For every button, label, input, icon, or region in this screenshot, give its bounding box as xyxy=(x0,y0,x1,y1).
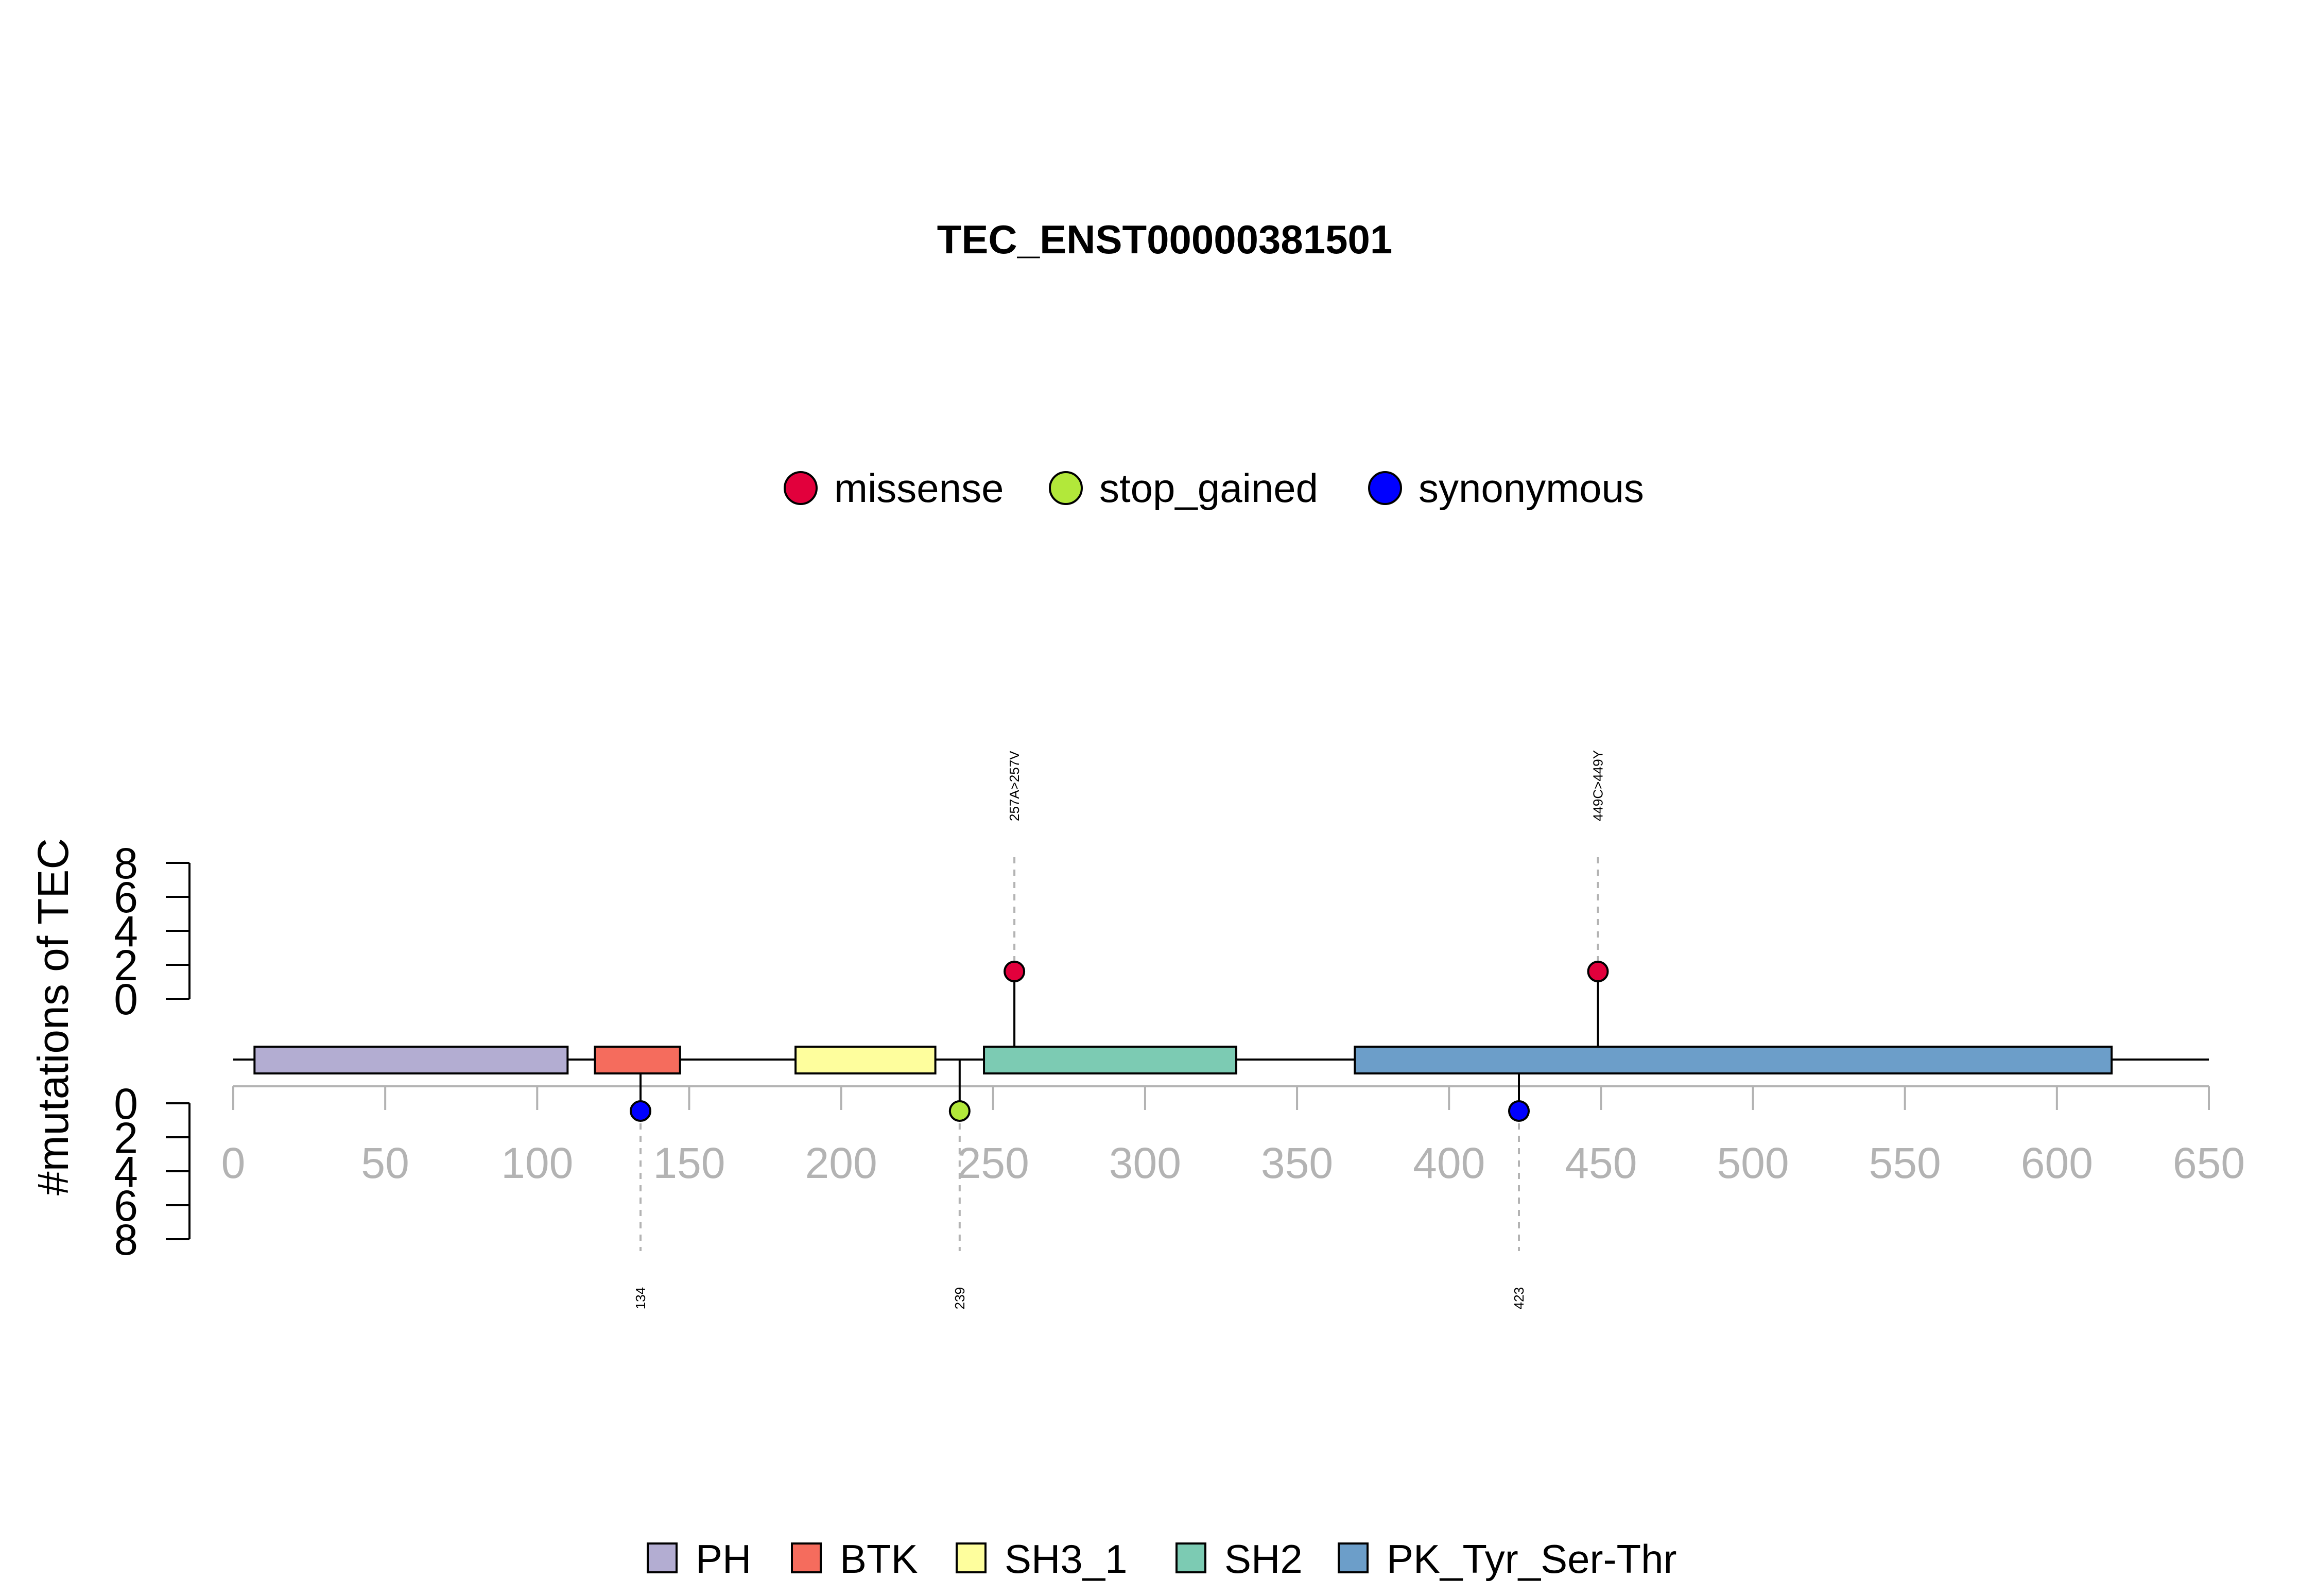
domain-legend-label: PK_Tyr_Ser-Thr xyxy=(1387,1536,1676,1582)
domain-legend-swatch xyxy=(791,1542,822,1573)
legend-label-stop-gained: stop_gained xyxy=(1099,465,1318,511)
y-axis-label-group: #mutations of TEC xyxy=(29,838,77,1195)
mutation-label: 423 xyxy=(1511,1287,1527,1309)
mutation-label: 239 xyxy=(952,1287,967,1309)
domain-legend-swatch xyxy=(647,1542,678,1573)
mutation-label: 134 xyxy=(633,1287,648,1309)
legend-label-missense: missense xyxy=(834,465,1004,511)
y-bottom-tick-label: 6 xyxy=(114,1182,138,1230)
x-axis: 0 50 100 150 200 250 300 350 400 450 500 550 600 650 xyxy=(221,1085,2245,1187)
mutation-heads xyxy=(630,961,1609,1122)
y-bottom-tick-label: 2 xyxy=(114,1114,138,1162)
legend-label-synonymous: synonymous xyxy=(1419,465,1644,511)
y-bottom-tick-label: 0 xyxy=(114,1080,138,1128)
x-tick-label: 400 xyxy=(1413,1139,1485,1187)
domain-pk-tyr-ser-thr xyxy=(1354,1046,2113,1074)
mutation-point-synonymous xyxy=(1508,1100,1530,1122)
domain-sh2 xyxy=(983,1046,1238,1074)
x-tick-label: 600 xyxy=(2021,1139,2093,1187)
protein-domains xyxy=(253,1046,2113,1074)
domain-legend-swatch xyxy=(1338,1542,1369,1573)
x-tick-label: 500 xyxy=(1717,1139,1789,1187)
x-tick-label: 450 xyxy=(1565,1139,1637,1187)
x-tick-label: 200 xyxy=(805,1139,877,1187)
x-tick-label: 0 xyxy=(221,1139,246,1187)
y-top-tick-label: 2 xyxy=(114,941,138,990)
domain-legend: PH BTK SH3_1 SH2 PK_Tyr_Ser-Thr xyxy=(647,1536,1676,1582)
y-bottom-tick-label: 4 xyxy=(114,1148,138,1196)
x-tick-label: 650 xyxy=(2173,1139,2245,1187)
mutation-point-stop-gained xyxy=(948,1100,971,1122)
legend-marker-stop-gained xyxy=(1049,471,1083,505)
chart-title: TEC_ENST00000381501 xyxy=(937,217,1393,262)
mutation-label: 257A>257V xyxy=(1007,751,1022,821)
y-bottom-tick-label: 8 xyxy=(114,1216,138,1264)
x-tick-label: 250 xyxy=(957,1139,1029,1187)
y-top-tick-label: 8 xyxy=(114,839,138,888)
x-tick-label: 100 xyxy=(501,1139,573,1187)
domain-legend-swatch xyxy=(956,1542,987,1573)
mutation-point-missense xyxy=(1587,961,1609,982)
legend-marker-synonymous xyxy=(1368,471,1402,505)
mutation-point-synonymous xyxy=(630,1100,652,1122)
x-tick-label: 150 xyxy=(653,1139,725,1187)
mutation-point-missense xyxy=(1004,961,1026,982)
mutation-label: 449C>449Y xyxy=(1590,750,1605,821)
domain-legend-label: PH xyxy=(696,1536,751,1582)
domain-btk xyxy=(594,1046,681,1074)
domain-legend-label: BTK xyxy=(840,1536,918,1582)
x-tick-label: 350 xyxy=(1261,1139,1333,1187)
legend-marker-missense xyxy=(784,471,818,505)
domain-ph xyxy=(253,1046,569,1074)
y-top-tick-label: 6 xyxy=(114,873,138,922)
domain-legend-label: SH2 xyxy=(1224,1536,1303,1582)
x-tick-label: 50 xyxy=(361,1139,409,1187)
y-top-tick-label: 4 xyxy=(114,907,138,956)
domain-legend-label: SH3_1 xyxy=(1005,1536,1128,1582)
mutation-legend: missense stop_gained synonymous xyxy=(784,465,1644,511)
x-tick-label: 550 xyxy=(1869,1139,1941,1187)
domain-legend-swatch xyxy=(1175,1542,1206,1573)
domain-sh3-1 xyxy=(794,1046,937,1074)
y-axis-label: #mutations of TEC xyxy=(29,838,77,1195)
y-top-tick-label: 0 xyxy=(114,975,138,1023)
x-tick-label: 300 xyxy=(1109,1139,1181,1187)
